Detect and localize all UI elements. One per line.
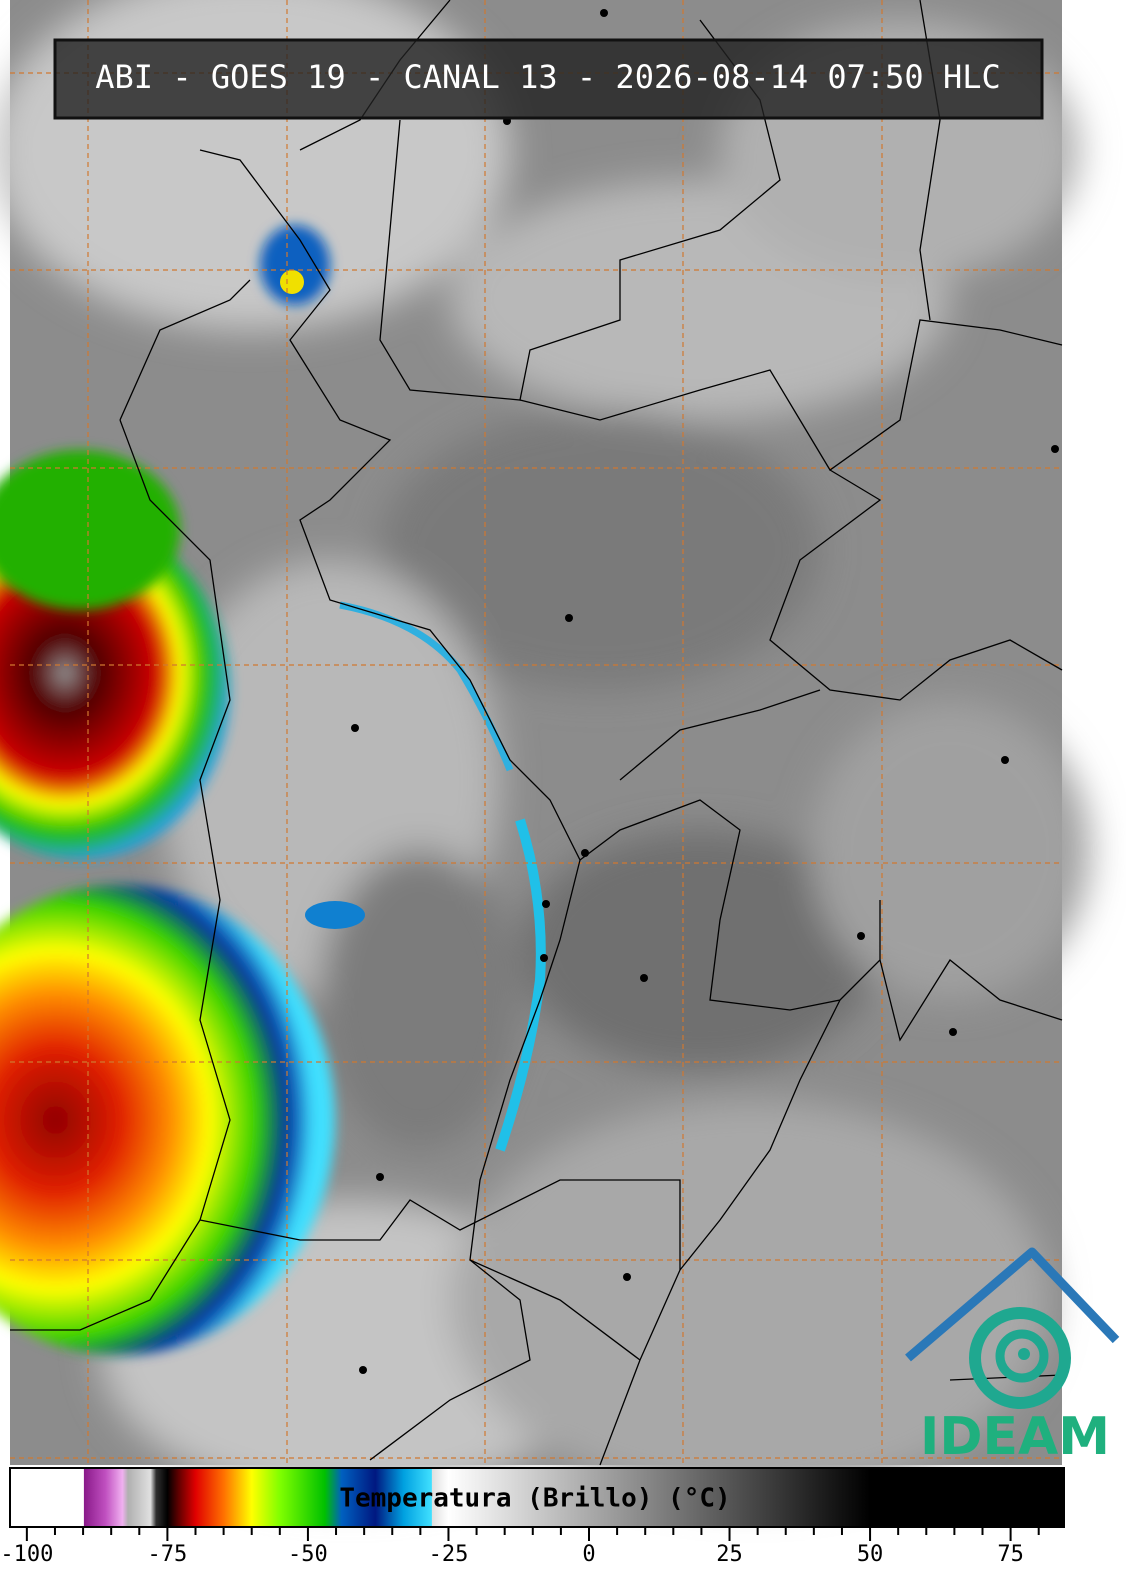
tick-label: 75 (997, 1542, 1024, 1567)
tick-label: -75 (148, 1542, 188, 1567)
tick-label: 50 (857, 1542, 884, 1567)
colorbar-scale (9, 1467, 1065, 1528)
logo: IDEAM (905, 1247, 1120, 1467)
tick-label: -50 (288, 1542, 328, 1567)
storm-systems (0, 225, 546, 1355)
tick-label: -100 (0, 1542, 53, 1567)
tick-label: 0 (582, 1542, 595, 1567)
cloud-texture (0, 0, 1090, 1500)
graticule (10, 0, 1062, 1465)
title: ABI - GOES 19 - CANAL 13 - 2026-08-14 07… (95, 58, 1000, 96)
colorbar: Temperatura (Brillo) (°C) -100 -75 -50 -25 0… (0, 1467, 1065, 1567)
title-box (53, 38, 1044, 120)
borders (10, 0, 1063, 1466)
logo-text: IDEAM (920, 1407, 1110, 1467)
colorbar-label: Temperatura (Brillo) (°C) (339, 1484, 730, 1514)
tick-label: -25 (429, 1542, 469, 1567)
map (0, 0, 1090, 1500)
tick-label: 25 (716, 1542, 743, 1567)
